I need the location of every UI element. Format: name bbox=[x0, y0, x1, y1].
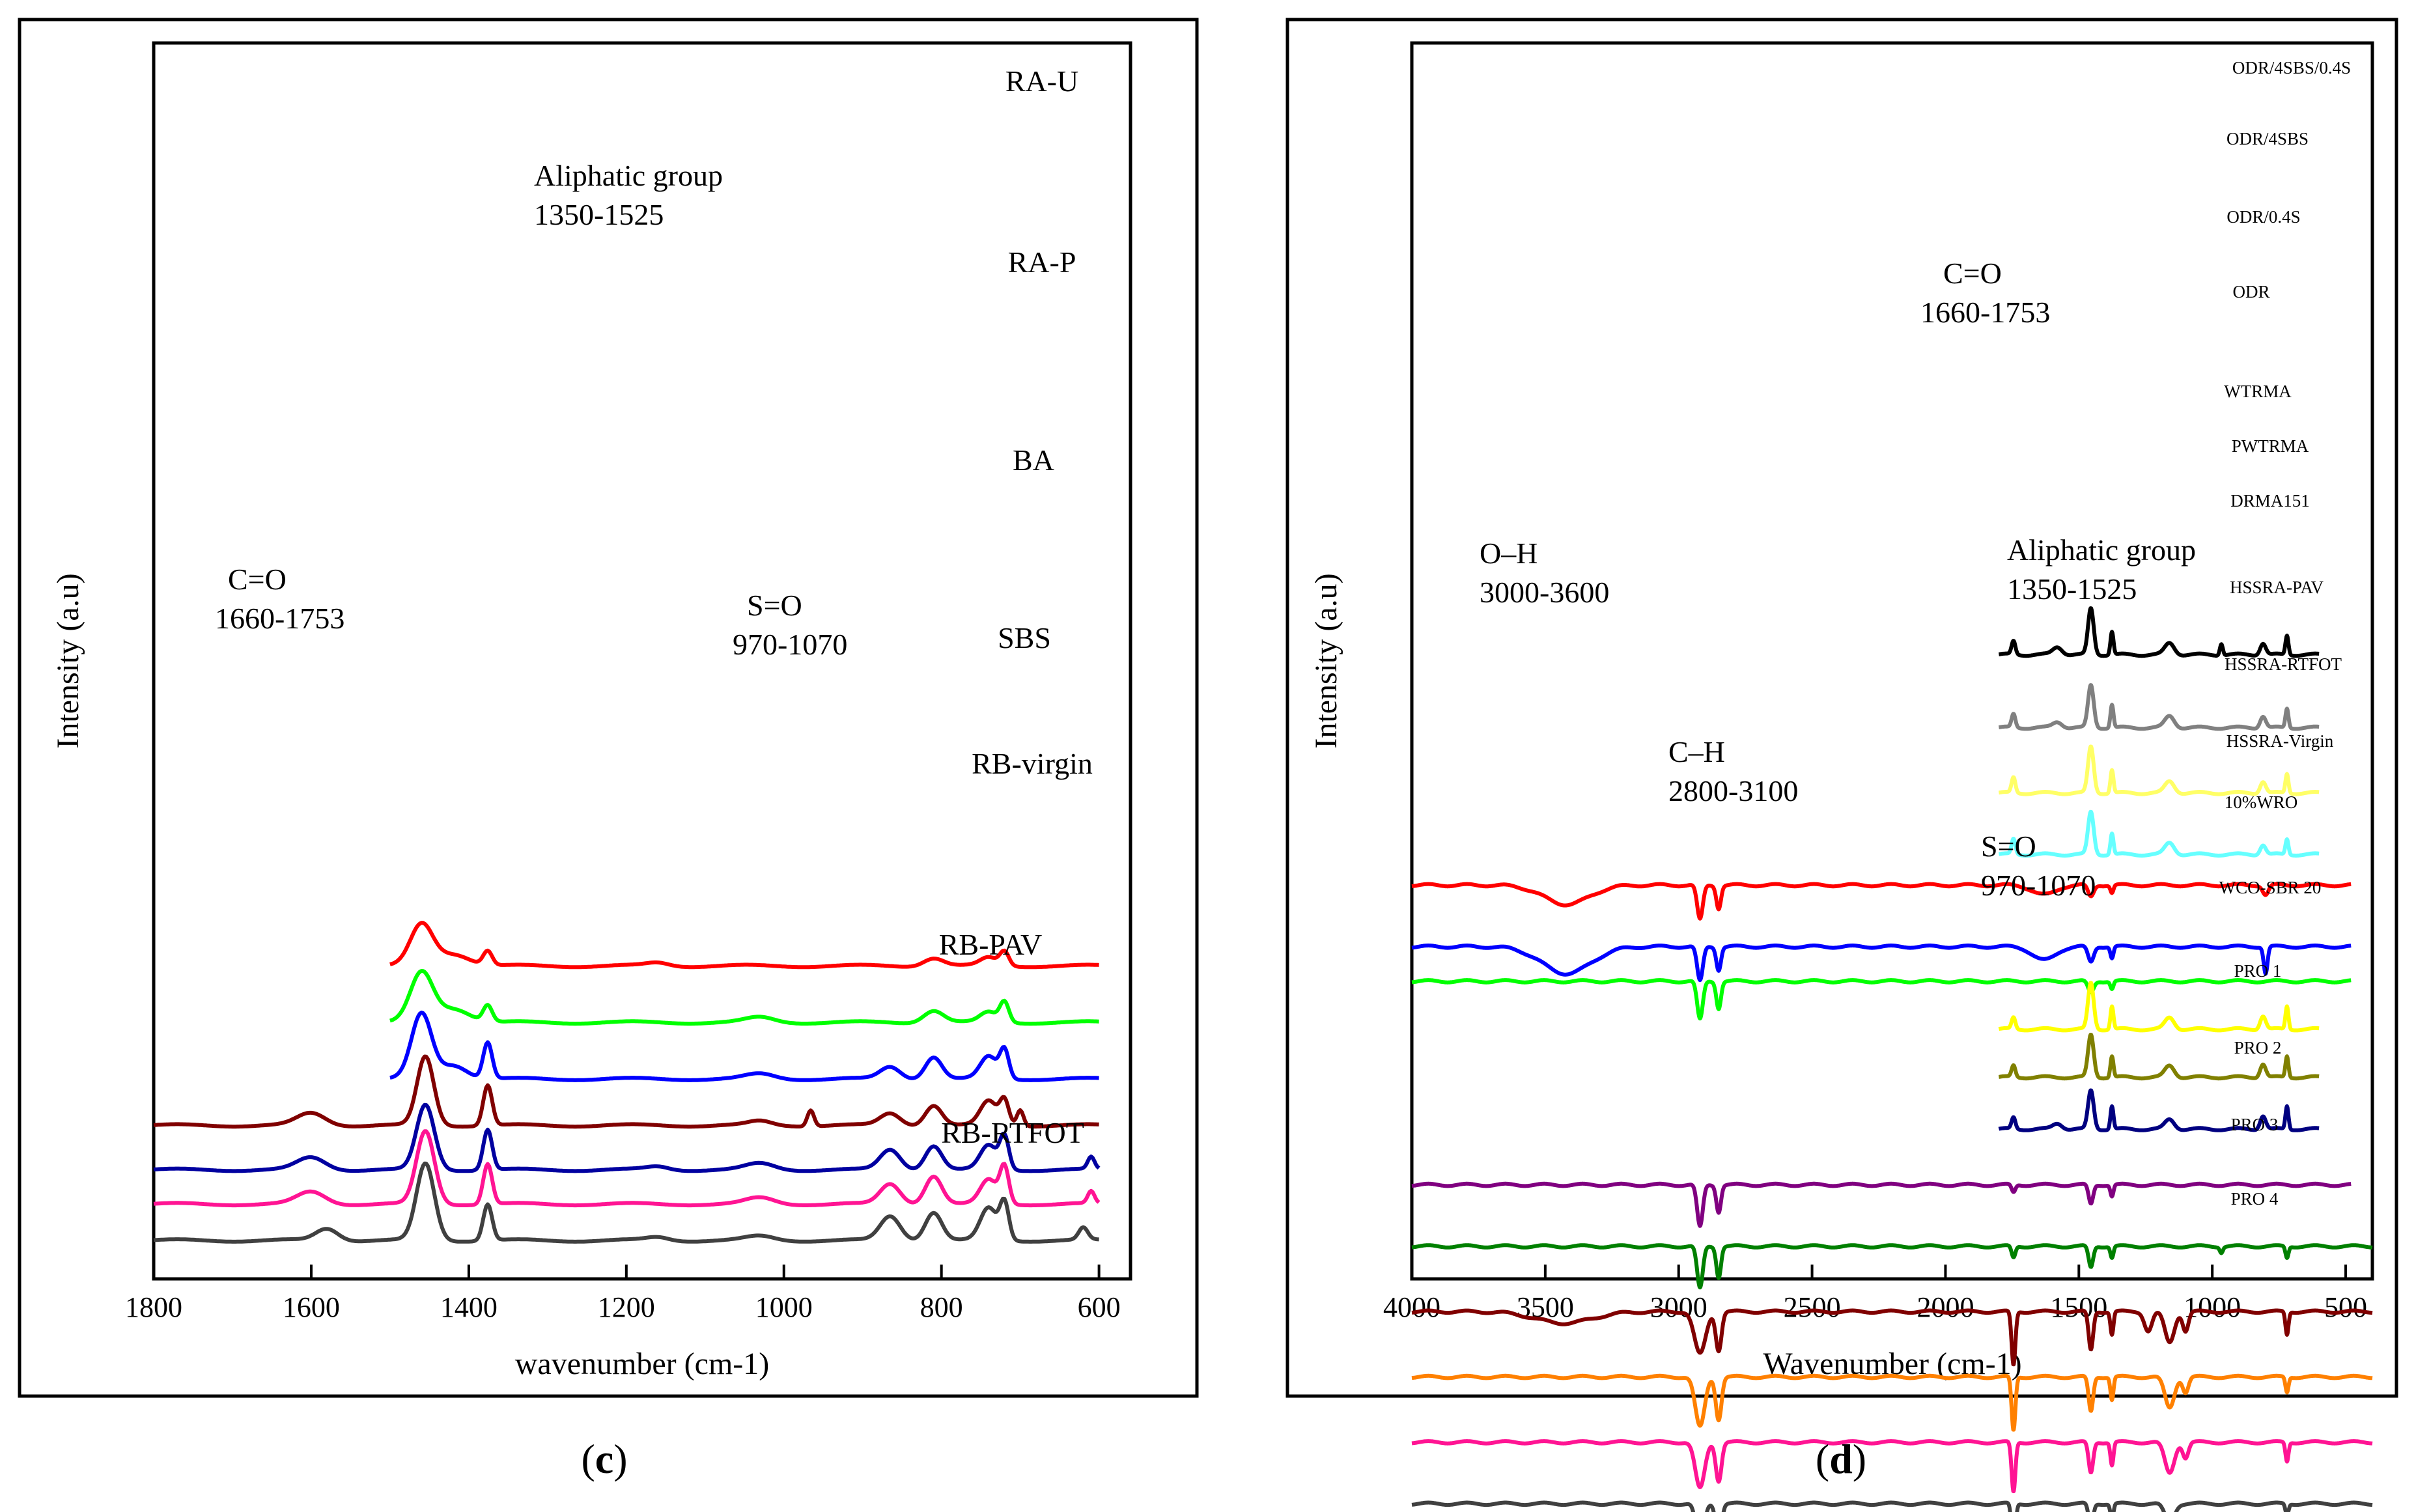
c-series-line-ba bbox=[389, 1011, 1100, 1082]
c-series-line-ra-u bbox=[389, 921, 1100, 970]
panel-c-annotation-co: C=O 1660-1753 bbox=[215, 563, 344, 635]
panel-d-series-label-odr-4sbs: ODR/4SBS bbox=[2226, 129, 2309, 148]
panel-d-series-label-odr: ODR bbox=[2232, 282, 2269, 301]
d-series-line-odr-4sbs bbox=[1997, 683, 2321, 731]
panel-d-series-label-hssra-virgin: HSSRA-Virgin bbox=[2226, 731, 2334, 751]
panel-c: 1800 1600 1400 1200 1000 800 600 wavenumber (c… bbox=[18, 18, 1199, 1482]
panel-d-annotation-so: S=O 970-1070 bbox=[1981, 830, 2096, 902]
panel-c-x-axis: 1800 1600 1400 1200 1000 800 600 bbox=[125, 1265, 1121, 1323]
c-x-tick-label-1800: 1800 bbox=[125, 1291, 182, 1323]
panel-d-series-label-pro-1: PRO 1 bbox=[2234, 961, 2282, 981]
c-x-tick-label-1000: 1000 bbox=[755, 1291, 813, 1323]
d-x-tick-label-4000: 4000 bbox=[1383, 1291, 1440, 1323]
panel-c-annotation-aliphatic: Aliphatic group 1350-1525 bbox=[534, 159, 731, 231]
panel-d-frame bbox=[1285, 18, 2398, 1398]
c-x-tick-label-1400: 1400 bbox=[440, 1291, 498, 1323]
panel-d: 4000 3500 3000 2500 2000 1500 1000 500 Wavenumb… bbox=[1285, 18, 2398, 1512]
d-series-line-wtrma bbox=[1410, 882, 2353, 921]
panel-d-series-labels: ODR/4SBS/0.4S ODR/4SBS ODR/0.4S ODR WTRM… bbox=[2219, 58, 2352, 1209]
d-series-line-pro-3 bbox=[1410, 1439, 2374, 1494]
panel-c-series-labels: RA-U RA-P BA SBS RB-virgin RB-PAV RB-RTF… bbox=[939, 64, 1093, 1149]
panel-c-series-label-rb-virgin: RB-virgin bbox=[972, 747, 1093, 780]
d-series-line-pro-4 bbox=[1410, 1500, 2374, 1512]
d-x-tick-label-2000: 2000 bbox=[1917, 1291, 1974, 1323]
d-series-line-odr-4sbs-0.4s bbox=[1997, 606, 2321, 658]
c-series-line-ra-p bbox=[389, 969, 1100, 1026]
panel-c-series bbox=[153, 921, 1101, 1244]
panel-d-x-axis: 4000 3500 3000 2500 2000 1500 1000 500 bbox=[1383, 1265, 2367, 1323]
panel-c-annotation-so: S=O 970-1070 bbox=[733, 589, 847, 661]
c-series-line-rb-pav bbox=[153, 1129, 1101, 1208]
panel-c-frame bbox=[18, 18, 1199, 1398]
panel-d-annotation-ch: C–H 2800-3100 bbox=[1668, 735, 1798, 807]
panel-d-series-label-pro-4: PRO 4 bbox=[2231, 1189, 2279, 1209]
d-x-tick-label-2500: 2500 bbox=[1784, 1291, 1841, 1323]
panel-c-series-label-rb-rtfot: RB-RTFOT bbox=[941, 1116, 1084, 1149]
d-x-tick-label-3000: 3000 bbox=[1650, 1291, 1707, 1323]
c-series-line-rb-virgin bbox=[153, 1102, 1101, 1173]
panel-d-series-label-10-wro: 10%WRO bbox=[2225, 792, 2297, 812]
panel-c-plot-frame bbox=[152, 41, 1132, 1281]
panel-d-y-axis-label: Intensity (a.u) bbox=[1309, 573, 1343, 748]
panel-c-x-axis-label: wavenumber (cm-1) bbox=[515, 1347, 770, 1381]
panel-d-annotation-aliphatic: Aliphatic group 1350-1525 bbox=[2007, 533, 2204, 606]
d-series-line-10-wro bbox=[1410, 1181, 2353, 1228]
d-x-tick-label-1000: 1000 bbox=[2184, 1291, 2241, 1323]
panel-d-caption: (d) bbox=[1816, 1436, 1866, 1482]
panel-c-caption: (c) bbox=[581, 1436, 627, 1482]
panel-d-series-label-pwtrma: PWTRMA bbox=[2232, 436, 2309, 456]
panel-c-series-label-ra-u: RA-U bbox=[1005, 64, 1078, 98]
panel-d-series-label-drma151: DRMA151 bbox=[2230, 491, 2310, 511]
d-series-line-pro-1 bbox=[1410, 1308, 2374, 1367]
c-series-line-sbs bbox=[153, 1054, 1100, 1129]
c-x-tick-label-1600: 1600 bbox=[283, 1291, 340, 1323]
panel-d-series bbox=[1410, 606, 2374, 1512]
d-series-line-pwtrma bbox=[1410, 944, 2353, 983]
d-series-line-pro-2 bbox=[1410, 1373, 2374, 1432]
d-x-tick-label-1500: 1500 bbox=[2050, 1291, 2107, 1323]
panel-d-series-label-wtrma: WTRMA bbox=[2224, 382, 2292, 401]
panel-d-series-label-odr-0.4s: ODR/0.4S bbox=[2226, 207, 2300, 227]
d-x-tick-label-500: 500 bbox=[2324, 1291, 2367, 1323]
d-series-line-hssra-rtfot bbox=[1997, 1033, 2321, 1081]
panel-c-series-label-rb-pav: RB-PAV bbox=[939, 928, 1043, 961]
panel-d-annotations: C=O 1660-1753 O–H 3000-3600 Aliphatic gr… bbox=[1480, 257, 2204, 902]
c-x-tick-label-600: 600 bbox=[1078, 1291, 1121, 1323]
panel-c-series-label-ra-p: RA-P bbox=[1008, 245, 1076, 279]
panel-d-series-label-hssra-pav: HSSRA-PAV bbox=[2230, 578, 2324, 597]
panel-d-series-label-pro-3: PRO 3 bbox=[2231, 1115, 2279, 1134]
panel-c-series-label-sbs: SBS bbox=[998, 621, 1051, 654]
panel-d-series-label-pro-2: PRO 2 bbox=[2234, 1038, 2282, 1057]
panel-d-plot-frame bbox=[1410, 41, 2374, 1281]
c-x-tick-label-1200: 1200 bbox=[598, 1291, 655, 1323]
panel-d-annotation-co: C=O 1660-1753 bbox=[1920, 257, 2050, 329]
d-series-line-hssra-pav bbox=[1997, 981, 2321, 1033]
d-series-line-hssra-virgin bbox=[1997, 1088, 2321, 1132]
d-series-line-wco-sbr-20 bbox=[1410, 1243, 2374, 1290]
panel-d-series-label-wco-sbr-20: WCO-SBR 20 bbox=[2219, 878, 2322, 897]
d-series-line-drma151 bbox=[1410, 978, 2353, 1021]
panel-c-y-axis-label: Intensity (a.u) bbox=[51, 573, 85, 748]
panel-d-series-label-hssra-rtfot: HSSRA-RTFOT bbox=[2225, 654, 2342, 674]
d-series-line-odr bbox=[1997, 809, 2321, 858]
panel-c-annotations: Aliphatic group 1350-1525 C=O 1660-1753 … bbox=[215, 159, 847, 661]
panel-d-series-label-odr-4sbs-0.4s: ODR/4SBS/0.4S bbox=[2232, 58, 2351, 77]
c-series-line-rb-rtfot bbox=[153, 1161, 1100, 1244]
panel-d-annotation-oh: O–H 3000-3600 bbox=[1480, 537, 1609, 609]
d-series-line-odr-0.4s bbox=[1997, 744, 2321, 796]
panel-c-series-label-ba: BA bbox=[1013, 443, 1054, 477]
c-x-tick-label-800: 800 bbox=[920, 1291, 963, 1323]
